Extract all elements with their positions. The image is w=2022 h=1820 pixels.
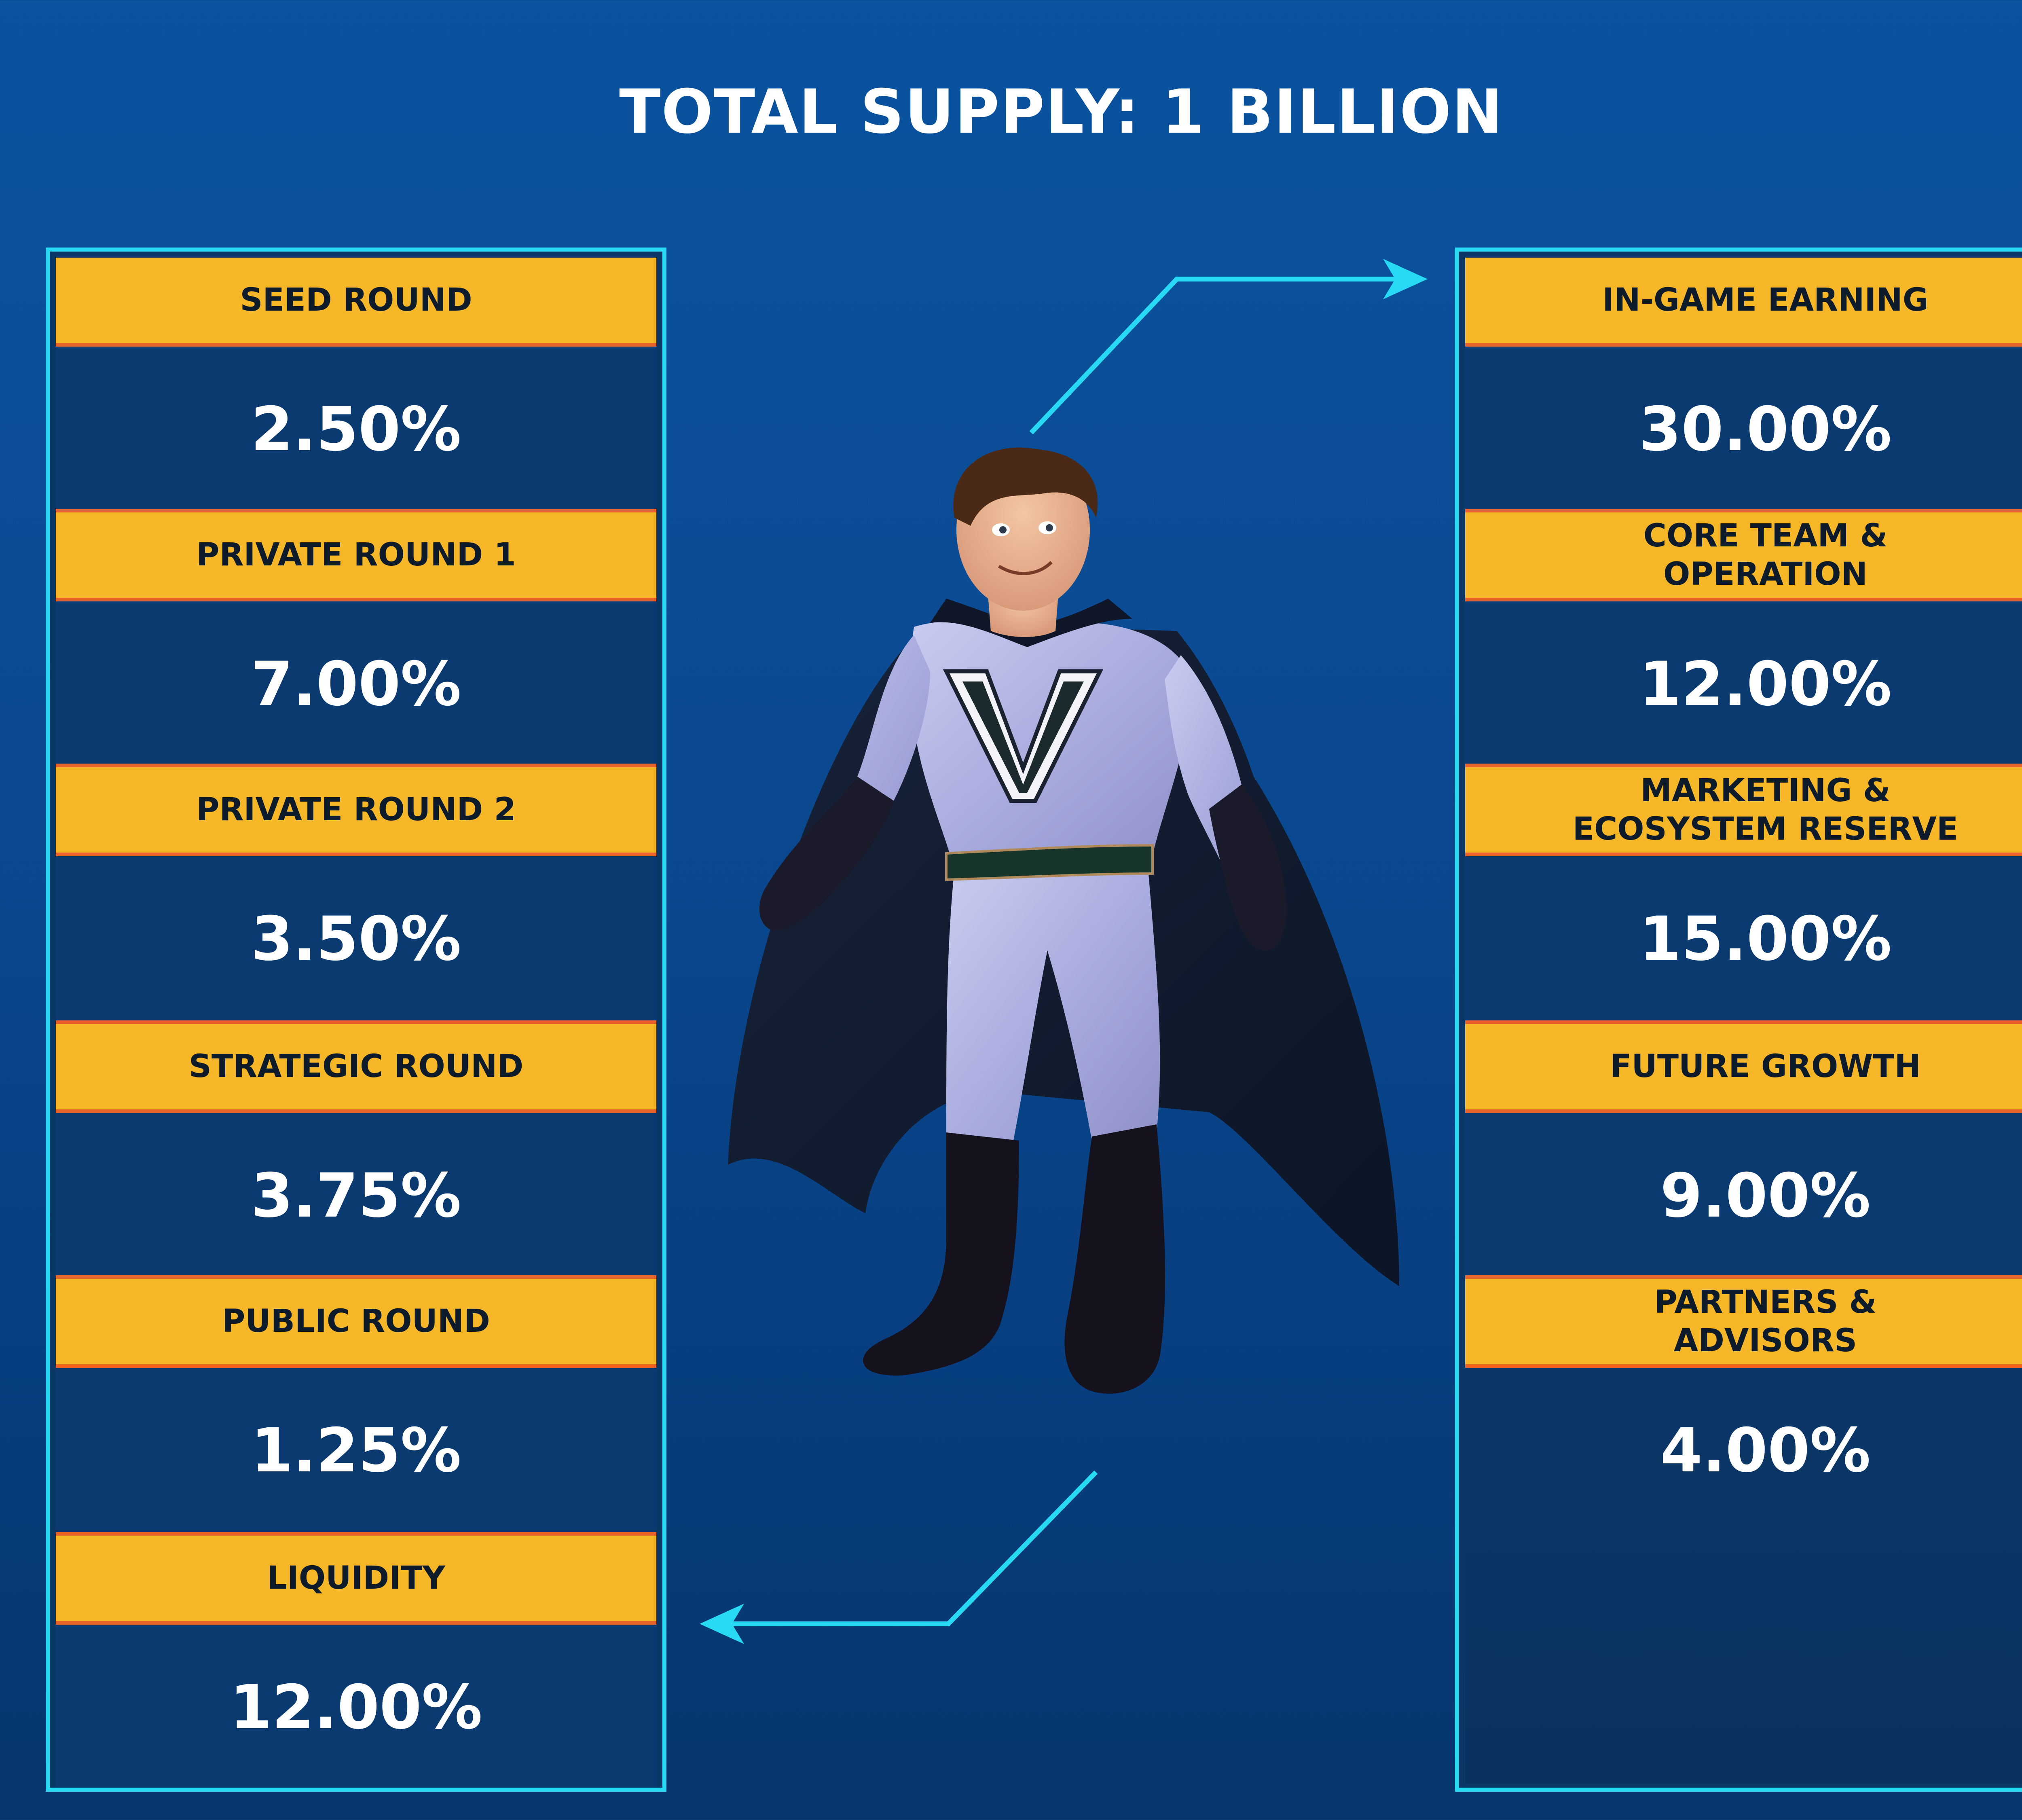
divider: [1465, 509, 2022, 512]
allocation-label: STRATEGIC ROUND: [56, 1024, 656, 1113]
allocation-value: 12.00%: [230, 1672, 482, 1743]
allocation-value: 7.00%: [251, 649, 461, 720]
allocation-value: 3.50%: [251, 904, 461, 974]
divider: [56, 764, 656, 767]
allocation-value: 15.00%: [1639, 904, 1892, 974]
allocation-label: SEED ROUND: [56, 258, 656, 347]
value-band: [1465, 1114, 2022, 1275]
allocation-value: 12.00%: [1639, 649, 1892, 720]
divider: [56, 1020, 656, 1024]
allocation-value: 2.50%: [251, 394, 461, 465]
page-title: TOTAL SUPPLY: 1 BILLION: [619, 77, 1504, 147]
arrow-left-icon: [700, 1470, 1098, 1644]
allocation-value: 3.75%: [251, 1161, 461, 1231]
value-band: [1465, 603, 2022, 764]
right-allocation-panel: IN-GAME EARNING 30.00% CORE TEAM & OPERA…: [1455, 248, 2022, 1792]
allocation-label: PARTNERS & ADVISORS: [1465, 1279, 2022, 1368]
value-band: [1465, 348, 2022, 509]
value-band: [56, 348, 656, 509]
allocation-label: IN-GAME EARNING: [1465, 258, 2022, 347]
allocation-value: 9.00%: [1660, 1161, 1871, 1231]
value-band: [56, 1369, 656, 1530]
allocation-label: PRIVATE ROUND 2: [56, 767, 656, 856]
divider: [1465, 1020, 2022, 1024]
allocation-label: PRIVATE ROUND 1: [56, 512, 656, 601]
divider: [56, 1275, 656, 1279]
allocation-value: 4.00%: [1660, 1416, 1871, 1486]
left-allocation-panel: SEED ROUND 2.50% PRIVATE ROUND 1 7.00% P…: [46, 248, 666, 1792]
value-band: [56, 1626, 656, 1787]
value-band: [1465, 857, 2022, 1018]
value-band: [56, 1114, 656, 1275]
divider: [1465, 1275, 2022, 1279]
allocation-value: 30.00%: [1639, 394, 1892, 465]
divider: [56, 509, 656, 512]
allocation-label: CORE TEAM & OPERATION: [1465, 512, 2022, 601]
allocation-label: FUTURE GROWTH: [1465, 1024, 2022, 1113]
value-band: [56, 857, 656, 1018]
value-band: [56, 603, 656, 764]
allocation-value: 1.25%: [251, 1416, 461, 1486]
arrow-right-icon: [1029, 259, 1428, 435]
allocation-label: MARKETING & ECOSYSTEM RESERVE: [1465, 767, 2022, 856]
allocation-label: LIQUIDITY: [56, 1536, 656, 1625]
divider: [56, 1532, 656, 1536]
divider: [1465, 764, 2022, 767]
allocation-label: PUBLIC ROUND: [56, 1279, 656, 1368]
superhero-mascot-icon: [728, 447, 1399, 1394]
